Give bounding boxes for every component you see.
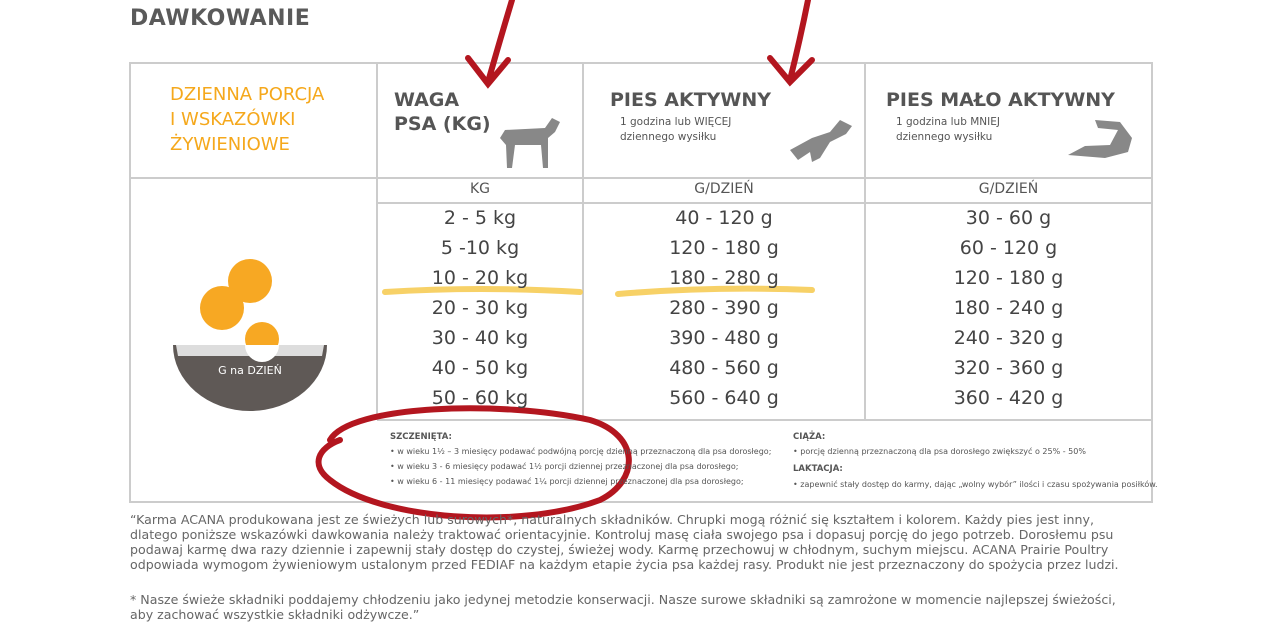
table-cell: 10 - 20 kg [431,267,529,289]
table-cell: 40 - 120 g [675,207,773,229]
highlight [382,285,815,297]
table-cell: 180 - 280 g [669,267,779,289]
table-cell: 180 - 240 g [953,297,1064,319]
footer-text: odpowiada wymogom żywieniowym ustalonym … [130,557,1119,572]
dog-icons [500,118,1132,168]
table-cell: 120 - 180 g [669,237,779,259]
table-cell: 5 -10 kg [440,237,520,259]
note-title: LAKTACJA: [793,464,843,474]
note-item: • w wieku 6 - 11 miesięcy podawać 1¼ por… [390,477,744,486]
corner-heading: ŻYWIENIOWE [170,134,290,155]
table-cell: 2 - 5 kg [443,207,517,229]
note-item: • w wieku 3 - 6 miesięcy podawać 1½ porc… [390,462,739,471]
table-cell: 30 - 60 g [965,207,1052,229]
note-item: • porcję dzienną przeznaczoną dla psa do… [793,447,1086,456]
table-cell: 40 - 50 kg [431,357,529,379]
column-unit: G/DZIEŃ [978,181,1039,197]
bowl-label: G na DZIEŃ [218,364,282,377]
note-item: • zapewnić stały dostęp do karmy, dając … [793,480,1158,489]
column-title: PSA (KG) [394,113,491,135]
table-cell: 560 - 640 g [669,387,779,409]
column-subtitle: dziennego wysiłku [896,131,993,143]
note-item: • w wieku 1½ – 3 miesięcy podawać podwój… [390,447,772,456]
corner-heading: DZIENNA PORCJA [170,84,325,105]
column-subtitle: 1 godzina lub MNIEJ [896,116,1000,128]
footer-text: “Karma ACANA produkowana jest ze świeżyc… [130,512,1094,527]
title: DAWKOWANIE [130,6,311,31]
footer-text: * Nasze świeże składniki poddajemy chłod… [130,592,1116,607]
corner-heading: I WSKAZÓWKI [170,109,296,130]
note-title: CIĄŻA: [793,432,826,442]
table-cell: 120 - 180 g [953,267,1064,289]
table-cell: 30 - 40 kg [431,327,529,349]
column-title: PIES MAŁO AKTYWNY [886,89,1115,111]
bowl-illustration [173,259,327,411]
footer-text: dlatego poniższe wskazówki dawkowania na… [130,527,1114,542]
table-cell: 390 - 480 g [669,327,779,349]
footer-text: aby zachować wszystkie składniki odżywcz… [130,607,420,622]
table-cell: 20 - 30 kg [431,297,529,319]
column-title: PIES AKTYWNY [610,89,772,111]
column-title: WAGA [394,89,460,111]
annotation [315,0,815,521]
table-cell: 60 - 120 g [959,237,1058,259]
column-subtitle: dziennego wysiłku [620,131,717,143]
column-unit: KG [469,181,491,197]
note-title: SZCZENIĘTA: [390,432,452,442]
table-cell: 320 - 360 g [953,357,1064,379]
footer-text: podawaj karmę dwa razy dziennie i zapewn… [130,542,1109,557]
column-unit: G/DZIEŃ [694,181,754,197]
table-cell: 50 - 60 kg [431,387,529,409]
table-cell: 240 - 320 g [953,327,1064,349]
table-cell: 280 - 390 g [669,297,779,319]
column-subtitle: 1 godzina lub WIĘCEJ [620,116,732,128]
table-cell: 480 - 560 g [669,357,779,379]
table-cell: 360 - 420 g [953,387,1064,409]
